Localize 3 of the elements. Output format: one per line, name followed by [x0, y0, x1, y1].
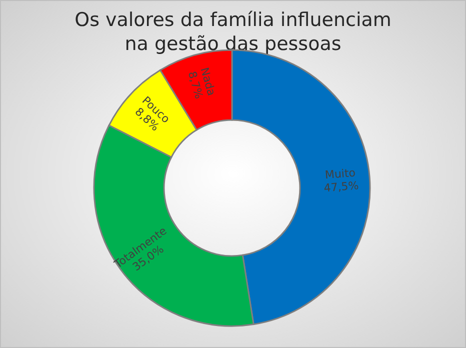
chart-title: Os valores da família influenciam na gestão das pessoas — [74, 9, 392, 55]
data-label: 47,5% — [323, 179, 360, 195]
slice-label: Muito — [324, 166, 356, 182]
